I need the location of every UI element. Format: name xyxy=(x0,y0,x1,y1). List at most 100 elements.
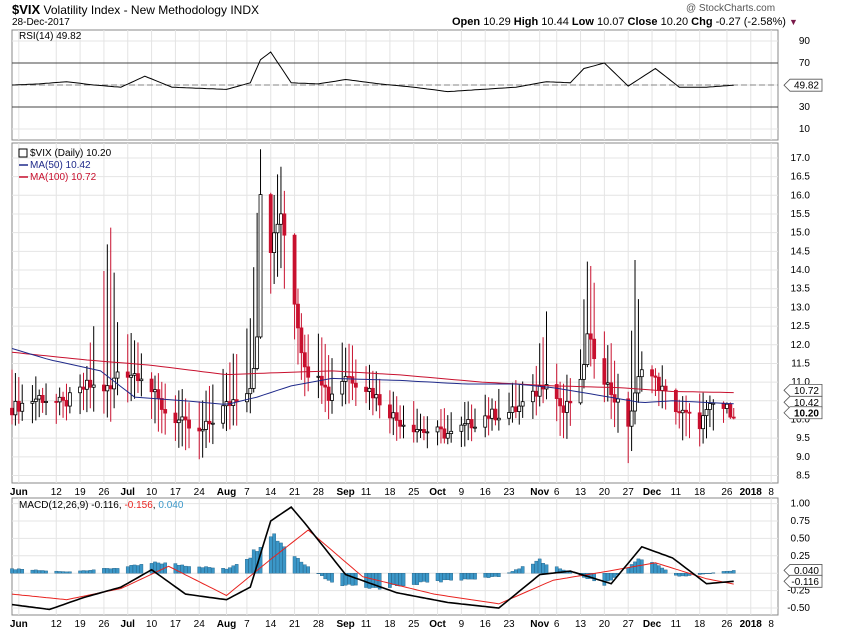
macd-panel-frame xyxy=(11,497,779,616)
candle xyxy=(568,378,573,426)
candle xyxy=(37,389,42,418)
price-x-tick: 10 xyxy=(146,487,158,498)
candle-body xyxy=(626,398,631,427)
macd-hist-bar xyxy=(54,570,59,574)
price-x-tick: 25 xyxy=(408,487,420,498)
candle-body xyxy=(398,419,403,427)
candle-body xyxy=(54,401,59,403)
candle xyxy=(650,365,654,394)
macd-hist-bar xyxy=(493,573,498,577)
candle-body xyxy=(554,384,559,399)
ma50-line xyxy=(11,348,734,405)
candle-body xyxy=(67,392,72,407)
candle-body xyxy=(159,398,164,410)
candle xyxy=(296,288,300,365)
price-x-tick: 19 xyxy=(75,487,87,498)
macd-legend-part-0: MACD(12,26,9) xyxy=(19,500,91,511)
candle-body xyxy=(401,424,406,427)
candle xyxy=(234,354,239,426)
candle xyxy=(10,369,14,425)
macd-hist-bar xyxy=(211,567,215,574)
candle xyxy=(187,402,191,449)
macd-hist-bar xyxy=(388,573,392,588)
candle xyxy=(180,389,185,447)
price-y-tick: 15.0 xyxy=(791,228,811,239)
macd-hist-bar xyxy=(418,573,423,583)
candle-body xyxy=(326,386,331,401)
price-panel-frame xyxy=(11,142,779,484)
candle xyxy=(387,390,392,434)
macd-hist-bar xyxy=(731,570,736,574)
candle xyxy=(268,192,273,294)
candle xyxy=(57,387,62,416)
candle xyxy=(61,391,65,418)
candle xyxy=(275,174,280,277)
macd-hist-bar xyxy=(640,559,644,574)
macd-hist-bar xyxy=(81,570,86,574)
candle xyxy=(493,400,498,426)
macd-hist-bar xyxy=(490,573,494,577)
macd-value-tag: -0.116 xyxy=(783,574,823,588)
macd-hist-bar xyxy=(483,573,488,578)
close-value-tag-box xyxy=(783,406,823,420)
macd-hist-bar xyxy=(435,573,440,581)
candle-body xyxy=(210,422,215,425)
macd-hist-bar xyxy=(279,542,283,574)
ma100-value-tag-box xyxy=(783,383,823,397)
macd-x-tick: 16 xyxy=(480,619,492,630)
macd-value-tag-text: -0.116 xyxy=(791,577,819,588)
macd-hist-bar xyxy=(704,573,709,574)
candle-body xyxy=(462,423,467,426)
macd-hist-bar xyxy=(299,561,304,574)
candle-body xyxy=(561,405,566,413)
price-x-tick: 18 xyxy=(384,487,396,498)
macd-hist-bar xyxy=(180,564,185,574)
candle-body xyxy=(353,382,358,388)
candle-body xyxy=(88,379,93,388)
candle-body xyxy=(588,333,593,340)
candle xyxy=(469,404,474,442)
candle xyxy=(677,399,682,429)
candle xyxy=(108,227,113,422)
candle xyxy=(725,402,729,414)
price-x-tick: 20 xyxy=(599,487,611,498)
price-x-tick: Aug xyxy=(217,487,236,498)
price-y-tick: 14.0 xyxy=(791,265,811,276)
candle-body xyxy=(653,375,658,378)
change-value: -0.27 (-2.58%) xyxy=(715,16,786,28)
macd-hist-bar xyxy=(187,566,191,574)
ma100-value-tag-text: 10.72 xyxy=(794,386,819,397)
candle xyxy=(442,408,447,444)
macd-hist-bar xyxy=(316,573,321,574)
macd-hist-bar xyxy=(629,564,634,574)
macd-hist-bar xyxy=(272,533,276,574)
price-x-tick: 28 xyxy=(313,487,325,498)
macd-legend-part-3: -0.156 xyxy=(124,500,153,511)
candle xyxy=(731,407,736,420)
macd-hist-bar xyxy=(149,563,154,574)
price-x-tick: 11 xyxy=(361,487,372,498)
candle-body xyxy=(629,410,634,427)
candle xyxy=(299,313,304,380)
macd-x-tick: 26 xyxy=(721,619,733,630)
macd-hist-bar xyxy=(728,570,733,574)
candle-body xyxy=(459,424,464,432)
macd-hist-bar xyxy=(282,546,287,574)
candle xyxy=(561,383,566,439)
candle xyxy=(40,387,45,413)
candle-body xyxy=(258,194,263,338)
macd-hist-bar xyxy=(132,564,137,574)
candle-body xyxy=(435,426,440,433)
candle xyxy=(173,395,178,441)
candle xyxy=(129,333,134,402)
close-value-tag: 10.20 xyxy=(783,406,823,420)
candle-body xyxy=(275,223,280,234)
candle-body xyxy=(496,417,501,421)
candle-body xyxy=(469,419,474,429)
candle-body xyxy=(16,400,21,412)
price-y-tick: 10.0 xyxy=(791,414,811,425)
candle xyxy=(588,265,593,367)
candle-body xyxy=(602,358,607,385)
macd-hist-bar xyxy=(340,573,345,587)
candle xyxy=(20,384,25,421)
